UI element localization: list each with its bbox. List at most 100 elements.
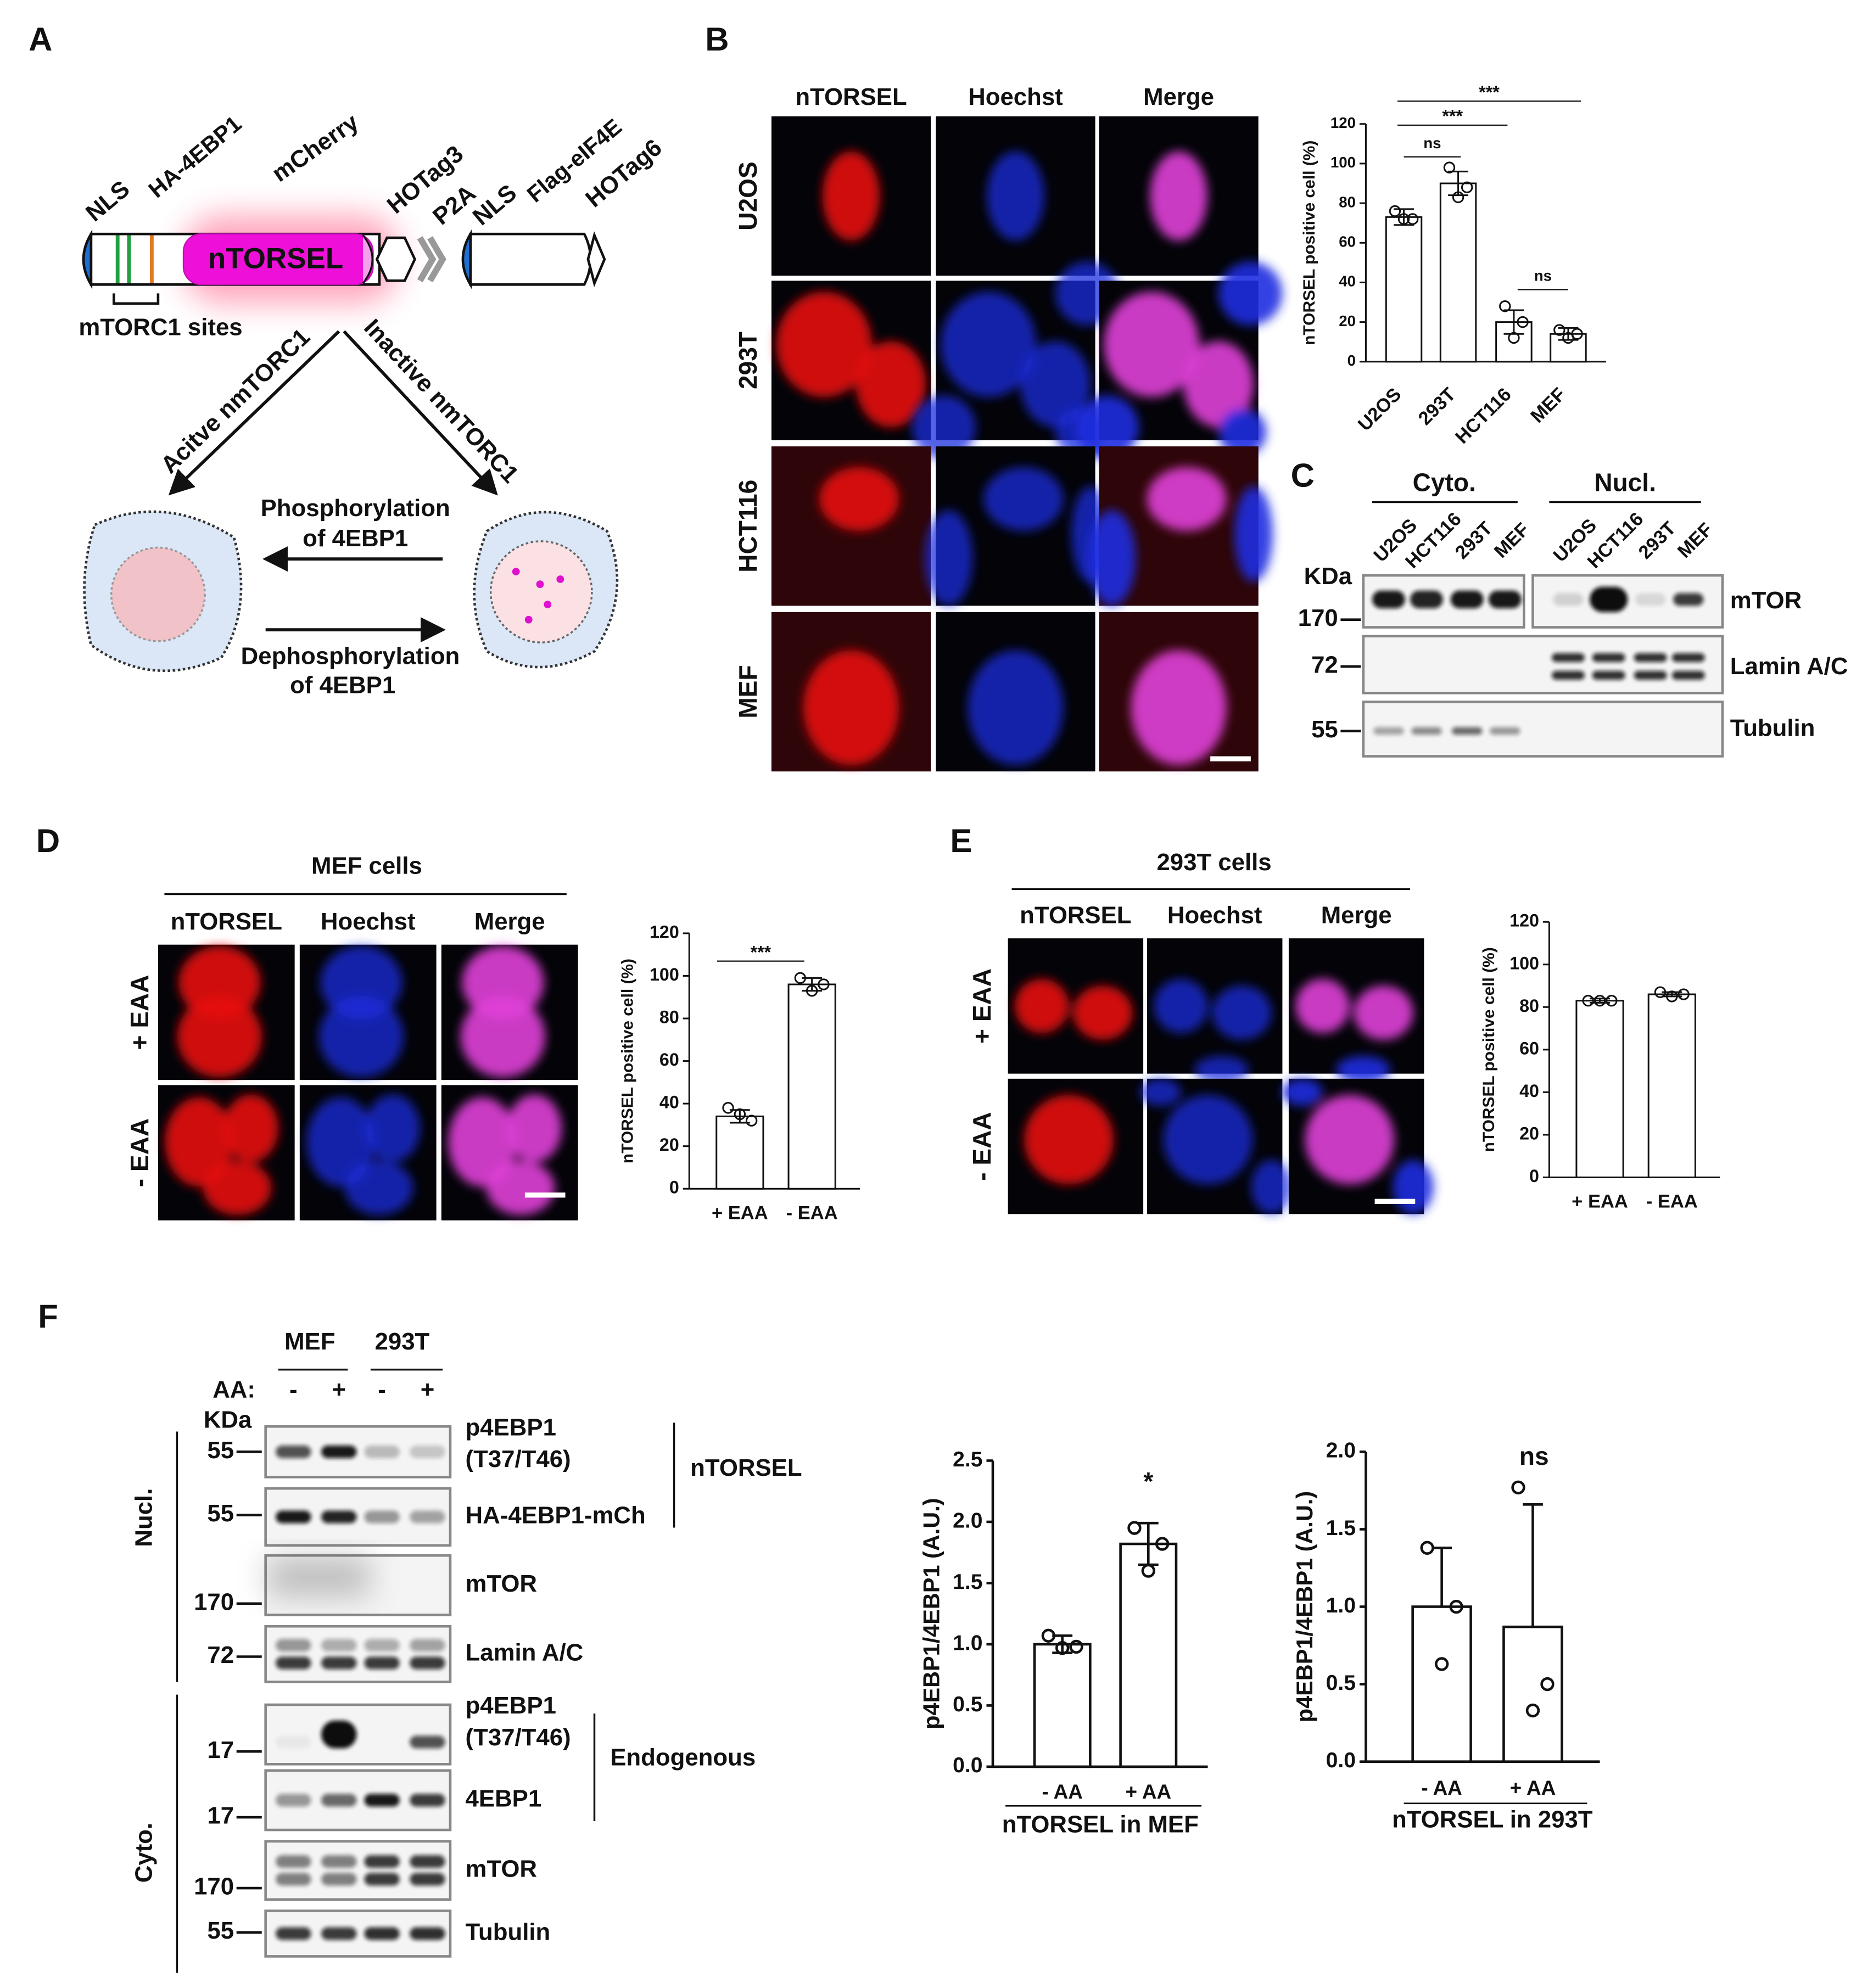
blot <box>264 1703 452 1766</box>
band <box>410 1445 445 1458</box>
protein-label: mTOR <box>466 1570 537 1597</box>
x-tick-label: - AA <box>1421 1777 1462 1799</box>
data-point <box>1540 1677 1555 1692</box>
bar <box>1647 993 1696 1178</box>
data-point <box>1069 1639 1083 1654</box>
nuclei <box>448 1094 562 1215</box>
data-point <box>722 1102 734 1114</box>
data-point <box>1606 994 1618 1007</box>
nucleus <box>1183 341 1254 428</box>
y-tick-label: 80 <box>1519 996 1539 1016</box>
nucleus <box>1020 341 1091 428</box>
x-axis-label: nTORSEL in 293T <box>1392 1806 1593 1833</box>
nucleus <box>1282 1078 1323 1106</box>
nuclei <box>1024 1095 1114 1185</box>
bar <box>1033 1643 1092 1768</box>
y-tick-label: 40 <box>659 1093 679 1112</box>
band <box>276 1656 311 1670</box>
nucleus <box>165 1097 233 1187</box>
micrograph <box>299 1085 437 1220</box>
micrograph <box>441 944 578 1080</box>
nucleus <box>462 946 544 1020</box>
protein-label: HA-4EBP1-mCh <box>466 1502 646 1529</box>
band <box>276 1510 311 1524</box>
data-point <box>1406 213 1419 225</box>
y-tick-label: 20 <box>1339 312 1356 329</box>
nucleus <box>1305 1095 1395 1185</box>
band <box>364 1873 400 1886</box>
band <box>321 1927 357 1940</box>
scheme-label: of 4EBP1 <box>290 671 395 698</box>
micrograph <box>158 944 295 1080</box>
band <box>276 1445 311 1458</box>
lane-label: - <box>378 1376 386 1403</box>
y-tick-label: 120 <box>1330 114 1356 131</box>
y-tick-label: 0.0 <box>953 1754 982 1777</box>
data-point <box>1553 324 1566 336</box>
y-tick-label: 120 <box>650 922 679 942</box>
nuclei <box>1150 151 1207 241</box>
nuclei <box>165 1094 278 1215</box>
data-point <box>1397 213 1410 225</box>
data-point <box>1389 205 1401 217</box>
protein-label: Lamin A/C <box>466 1639 584 1666</box>
nucleus <box>486 1161 555 1215</box>
y-tick-label: 80 <box>659 1007 679 1027</box>
band <box>410 1873 445 1886</box>
band <box>410 1656 445 1670</box>
band <box>321 1656 357 1670</box>
y-tick-label: 100 <box>1330 154 1356 171</box>
panel-letter: B <box>705 21 729 58</box>
nucleus <box>507 1094 562 1162</box>
micrograph <box>158 1085 295 1220</box>
band <box>1590 586 1628 612</box>
panel-letter: D <box>36 822 60 859</box>
micrograph <box>1140 1078 1292 1214</box>
micrograph <box>771 446 931 606</box>
row-label: + EAA <box>968 968 996 1044</box>
nucleus <box>318 996 404 1078</box>
bar <box>1385 216 1423 363</box>
significance-label: *** <box>1442 107 1463 126</box>
micrograph <box>1099 116 1259 276</box>
band <box>364 1794 400 1807</box>
blot <box>1362 635 1724 695</box>
micrograph <box>441 1085 578 1220</box>
row-label: MEF <box>734 665 762 718</box>
band <box>276 1873 311 1886</box>
band <box>364 1927 400 1940</box>
nuclei <box>306 1094 420 1215</box>
micrograph <box>1088 446 1273 606</box>
unit-label: KDa <box>1304 563 1352 590</box>
x-tick-label: - AA <box>1042 1780 1082 1803</box>
marker-label: 170 <box>194 1588 234 1615</box>
group-title: 293T <box>375 1328 430 1355</box>
micrograph <box>771 612 931 772</box>
y-tick-label: 0 <box>1529 1166 1539 1186</box>
band <box>321 1794 357 1807</box>
column-header: Merge <box>1143 83 1214 110</box>
nucleus <box>1140 1078 1181 1106</box>
nucleus <box>1295 979 1350 1033</box>
row-label: + EAA <box>125 975 154 1050</box>
nucleus <box>925 510 973 606</box>
nucleus <box>941 292 1037 397</box>
y-axis-label: p4EBP1/4EBP1 (A.U.) <box>1291 1491 1317 1722</box>
band <box>364 1855 400 1868</box>
blot <box>264 1840 452 1901</box>
bar <box>1502 1625 1563 1763</box>
band <box>1673 593 1704 606</box>
protein-label: mTOR <box>466 1855 537 1882</box>
bar <box>1439 182 1477 363</box>
x-tick-label: + EAA <box>712 1202 768 1223</box>
panel-letter: A <box>29 21 52 58</box>
row-label: - EAA <box>968 1112 996 1180</box>
nucleus <box>1088 510 1136 606</box>
smear <box>268 1558 370 1596</box>
scheme-label: Dephosphorylation <box>241 642 460 669</box>
nucleus <box>306 1097 375 1187</box>
band <box>1488 590 1522 608</box>
column-header: nTORSEL <box>171 908 282 935</box>
data-point <box>745 1115 758 1127</box>
